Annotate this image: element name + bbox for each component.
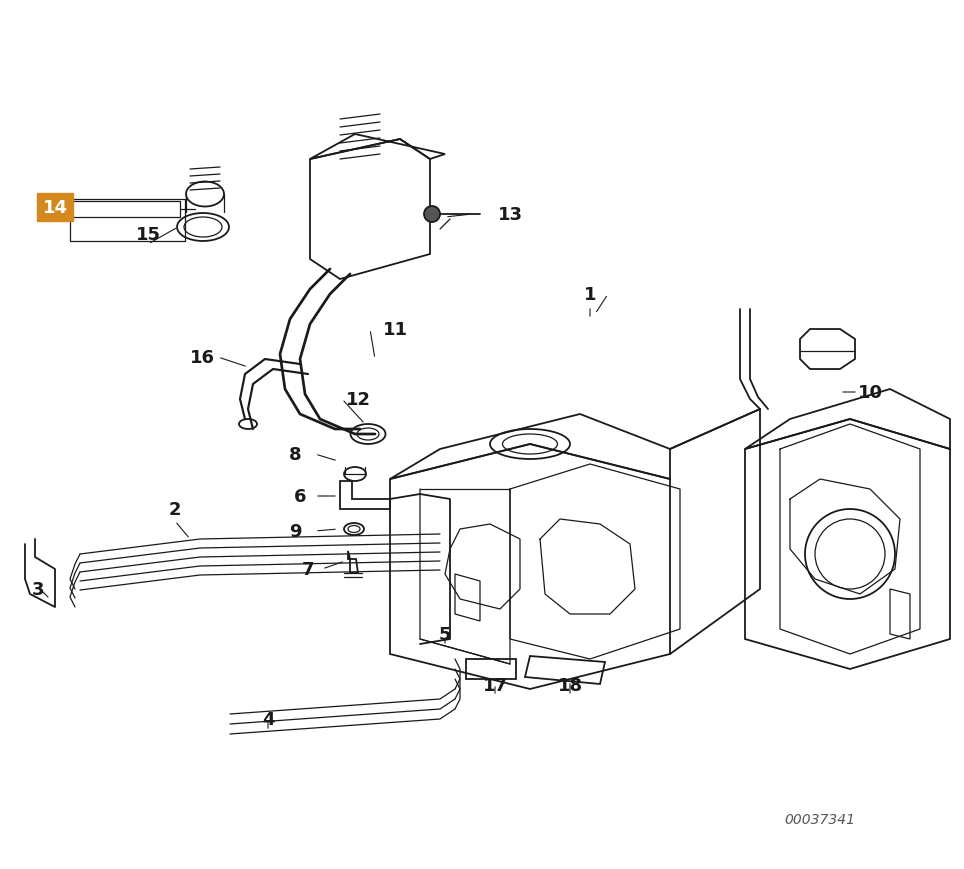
- Text: 3: 3: [32, 580, 44, 599]
- Circle shape: [424, 207, 440, 222]
- Text: 4: 4: [262, 710, 274, 728]
- Text: 12: 12: [345, 390, 370, 408]
- Text: 13: 13: [497, 206, 522, 223]
- Text: 5: 5: [439, 626, 451, 643]
- Text: 15: 15: [136, 226, 160, 243]
- Text: 14: 14: [42, 199, 67, 216]
- Text: 00037341: 00037341: [785, 812, 855, 826]
- Text: 1: 1: [584, 286, 597, 303]
- Text: 10: 10: [858, 383, 882, 401]
- Text: 17: 17: [483, 676, 507, 694]
- Text: 18: 18: [557, 676, 582, 694]
- Text: 8: 8: [288, 446, 302, 463]
- Text: 9: 9: [289, 522, 302, 541]
- Text: 2: 2: [169, 501, 181, 519]
- Text: 6: 6: [294, 488, 307, 506]
- Text: 7: 7: [302, 561, 314, 579]
- Text: 16: 16: [190, 348, 215, 367]
- Text: 11: 11: [383, 321, 408, 339]
